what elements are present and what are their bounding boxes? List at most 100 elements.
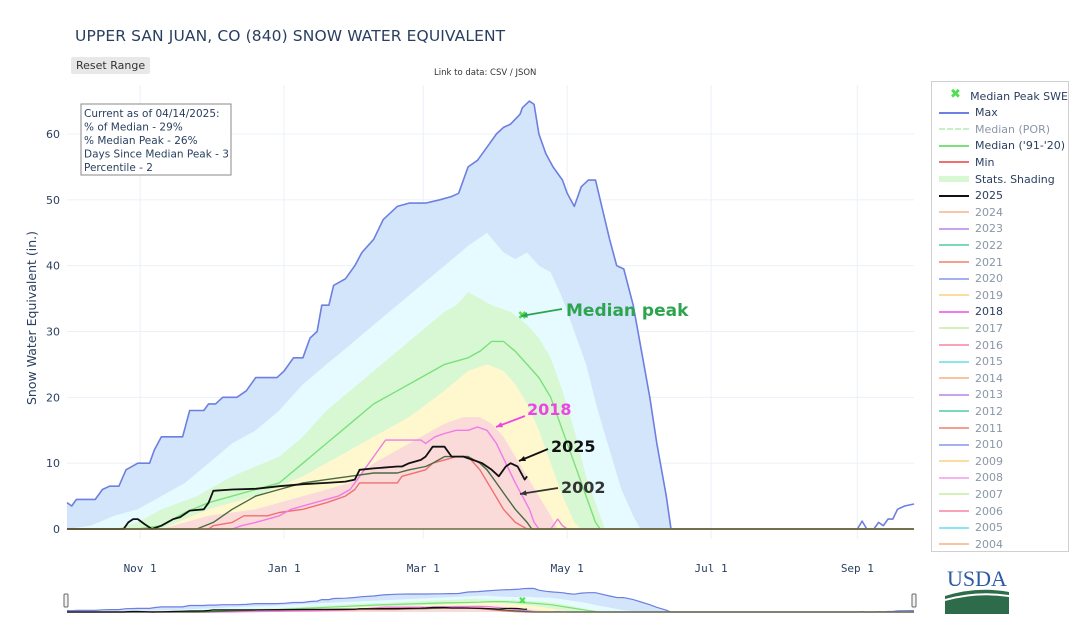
link-to-data[interactable]: Link to data: CSV / JSON <box>434 68 537 78</box>
legend-item[interactable]: 2006 <box>932 503 1068 519</box>
median-peak-arrow <box>520 308 563 317</box>
chart-title: UPPER SAN JUAN, CO (840) SNOW WATER EQUI… <box>75 27 506 45</box>
reset-range-button[interactable]: Reset Range <box>71 57 151 74</box>
y-tick-label: 50 <box>46 194 60 207</box>
legend-label: 2025 <box>975 189 1003 203</box>
legend-item[interactable]: Max <box>932 105 1068 121</box>
legend-item[interactable]: 2015 <box>932 354 1068 370</box>
y-tick-label: 40 <box>46 260 60 273</box>
y-tick-label: 10 <box>46 457 60 470</box>
annotation-label: 2002 <box>561 478 606 497</box>
stats-shading <box>67 101 914 530</box>
legend-swatch-icon <box>939 273 969 285</box>
legend-item[interactable]: 2004 <box>932 536 1068 552</box>
legend-label: Stats. Shading <box>975 172 1055 186</box>
y-tick-label: 30 <box>46 326 60 339</box>
legend-swatch-icon: ✖ <box>950 87 961 102</box>
x-tick-label: Nov 1 <box>124 562 157 575</box>
legend-label: 2013 <box>975 388 1003 402</box>
legend-swatch-icon <box>939 505 969 517</box>
legend-label: 2015 <box>975 355 1003 369</box>
legend-label: 2014 <box>975 371 1003 385</box>
series-line-max <box>66 100 915 530</box>
legend-swatch-icon <box>939 422 969 434</box>
annotation-label: Median peak <box>566 301 689 321</box>
usda-logo-text: USDA <box>947 566 1007 591</box>
legend-swatch-icon <box>939 140 969 152</box>
legend-swatch-icon <box>939 455 969 467</box>
legend-swatch-icon <box>939 356 969 368</box>
legend-item[interactable]: Median (POR) <box>932 121 1068 137</box>
info-box: Current as of 04/14/2025: % of Median - … <box>80 103 232 176</box>
info-box-border <box>80 103 232 176</box>
info-percentile: Percentile - 2 <box>84 162 153 174</box>
legend-item[interactable]: 2022 <box>932 237 1068 253</box>
legend-swatch-icon <box>939 522 969 534</box>
y-tick-label: 20 <box>46 391 60 404</box>
legend-swatch-icon <box>939 339 969 351</box>
band-band_bottom <box>67 417 914 529</box>
legend-item[interactable]: 2009 <box>932 453 1068 469</box>
y2025-arrowhead <box>519 456 526 462</box>
legend-item[interactable]: 2010 <box>932 437 1068 453</box>
series-line-2025 <box>67 445 528 530</box>
legend-swatch-icon <box>939 256 969 268</box>
legend-label: 2016 <box>975 338 1003 352</box>
legend-label: 2009 <box>975 454 1003 468</box>
legend-item[interactable]: Median ('91-'20) <box>932 138 1068 154</box>
legend-swatch-icon <box>939 107 969 119</box>
legend-swatch-icon <box>939 223 969 235</box>
legend-swatch-icon <box>939 123 969 135</box>
info-pct-median: % of Median - 29% <box>84 122 183 134</box>
legend-item[interactable]: 2011 <box>932 420 1068 436</box>
legend-item[interactable]: Stats. Shading <box>932 171 1068 187</box>
legend-swatch-icon <box>939 156 969 168</box>
legend-item[interactable]: 2005 <box>932 520 1068 536</box>
legend-label: 2004 <box>975 537 1003 551</box>
range-slider[interactable] <box>63 587 917 613</box>
median-peak-arrowhead <box>521 312 528 318</box>
legend-item[interactable]: 2024 <box>932 204 1068 220</box>
y-tick-label: 0 <box>53 523 60 536</box>
range-handle-left[interactable] <box>63 593 69 608</box>
legend-item[interactable]: Min <box>932 154 1068 170</box>
legend-label: Median (POR) <box>975 122 1051 136</box>
legend-swatch-icon <box>939 289 969 301</box>
legend-swatch-icon <box>939 322 969 334</box>
legend-label: 2022 <box>975 238 1003 252</box>
legend-swatch-icon <box>939 538 969 550</box>
legend-label: 2023 <box>975 222 1003 236</box>
legend-item[interactable]: 2016 <box>932 337 1068 353</box>
legend-item[interactable]: 2017 <box>932 320 1068 336</box>
slider-line <box>67 606 528 613</box>
y-axis-ticks: 0 10 20 30 40 50 60 <box>46 128 60 536</box>
legend-item[interactable]: 2023 <box>932 221 1068 237</box>
legend-item[interactable]: 2018 <box>932 304 1068 320</box>
legend-swatch-icon <box>939 439 969 451</box>
range-handle-right[interactable] <box>911 593 917 608</box>
legend-item[interactable]: ✖ Median Peak SWE <box>932 87 1068 104</box>
annotations: Median peak 2018 2025 2002 <box>495 301 689 497</box>
legend-item[interactable]: 2025 <box>932 188 1068 204</box>
legend-label: 2024 <box>975 205 1003 219</box>
legend-label: 2021 <box>975 255 1003 269</box>
legend: ✖ Median Peak SWE Max Median (POR) Median ('… <box>931 81 1069 552</box>
legend-swatch-icon <box>939 488 969 500</box>
legend-item[interactable]: 2020 <box>932 271 1068 287</box>
slider-marker <box>519 596 526 604</box>
legend-label: 2020 <box>975 272 1003 286</box>
x-tick-label: Jul 1 <box>695 562 728 575</box>
legend-label: 2017 <box>975 321 1003 335</box>
legend-item[interactable]: 2013 <box>932 387 1068 403</box>
legend-swatch-icon <box>939 472 969 484</box>
legend-item[interactable]: 2008 <box>932 470 1068 486</box>
legend-item[interactable]: 2021 <box>932 254 1068 270</box>
info-current: Current as of 04/14/2025: <box>84 108 220 120</box>
legend-label: 2018 <box>975 305 1003 319</box>
legend-item[interactable]: 2019 <box>932 287 1068 303</box>
legend-item[interactable]: 2007 <box>932 486 1068 502</box>
legend-label: 2006 <box>975 504 1003 518</box>
legend-item[interactable]: 2014 <box>932 370 1068 386</box>
legend-item[interactable]: 2012 <box>932 403 1068 419</box>
